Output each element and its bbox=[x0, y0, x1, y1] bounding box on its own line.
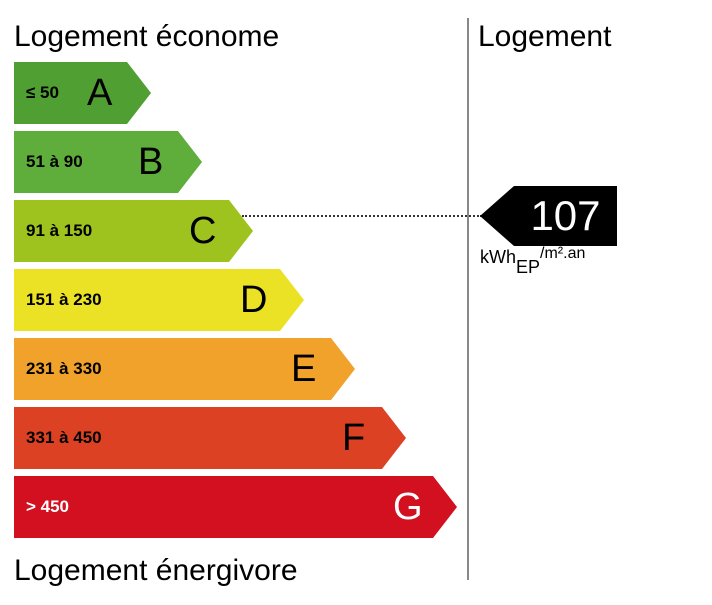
band-letter: C bbox=[189, 210, 217, 252]
band-range-label: 91 à 150 bbox=[26, 221, 93, 240]
band-range-label: 51 à 90 bbox=[26, 152, 83, 171]
band-range-label: ≤ 50 bbox=[26, 83, 59, 102]
band-arrow-shape bbox=[14, 269, 304, 331]
band-c: 91 à 150 C bbox=[14, 200, 253, 262]
band-d: 151 à 230 D bbox=[14, 269, 304, 331]
band-arrow-shape bbox=[14, 62, 151, 124]
band-letter: G bbox=[393, 486, 423, 528]
band-g: > 450 G bbox=[14, 476, 457, 538]
band-arrow-shape bbox=[14, 338, 355, 400]
band-range-label: 331 à 450 bbox=[26, 428, 102, 447]
indicator-value: 107 bbox=[530, 192, 601, 239]
title-housing: Logement bbox=[478, 20, 612, 53]
indicator-arrow: 107 bbox=[480, 186, 617, 246]
band-a: ≤ 50 A bbox=[14, 62, 151, 124]
band-letter: B bbox=[138, 141, 164, 183]
column-divider bbox=[467, 18, 469, 580]
band-letter: E bbox=[291, 348, 317, 390]
band-letter: F bbox=[342, 417, 366, 459]
band-b: 51 à 90 B bbox=[14, 131, 202, 193]
unit-rest: /m².an bbox=[540, 245, 586, 262]
band-letter: D bbox=[240, 279, 268, 321]
band-range-label: 151 à 230 bbox=[26, 290, 102, 309]
indicator-leader-line bbox=[242, 215, 482, 217]
band-arrow-shape bbox=[14, 200, 253, 262]
indicator-unit: kWhEP/m².an bbox=[480, 245, 585, 278]
title-energy-intensive: Logement énergivore bbox=[14, 554, 298, 587]
band-f: 331 à 450 F bbox=[14, 407, 406, 469]
band-arrow-shape bbox=[14, 131, 202, 193]
title-economical: Logement économe bbox=[14, 20, 280, 53]
band-range-label: 231 à 330 bbox=[26, 359, 102, 378]
band-range-label: > 450 bbox=[26, 497, 70, 516]
unit-sub: EP bbox=[516, 257, 541, 277]
band-arrow-shape bbox=[14, 476, 457, 538]
band-letter: A bbox=[87, 72, 113, 114]
band-e: 231 à 330 E bbox=[14, 338, 355, 400]
band-arrow-shape bbox=[14, 407, 406, 469]
unit-main: kWh bbox=[480, 247, 516, 267]
indicator-arrow-shape bbox=[480, 186, 617, 246]
